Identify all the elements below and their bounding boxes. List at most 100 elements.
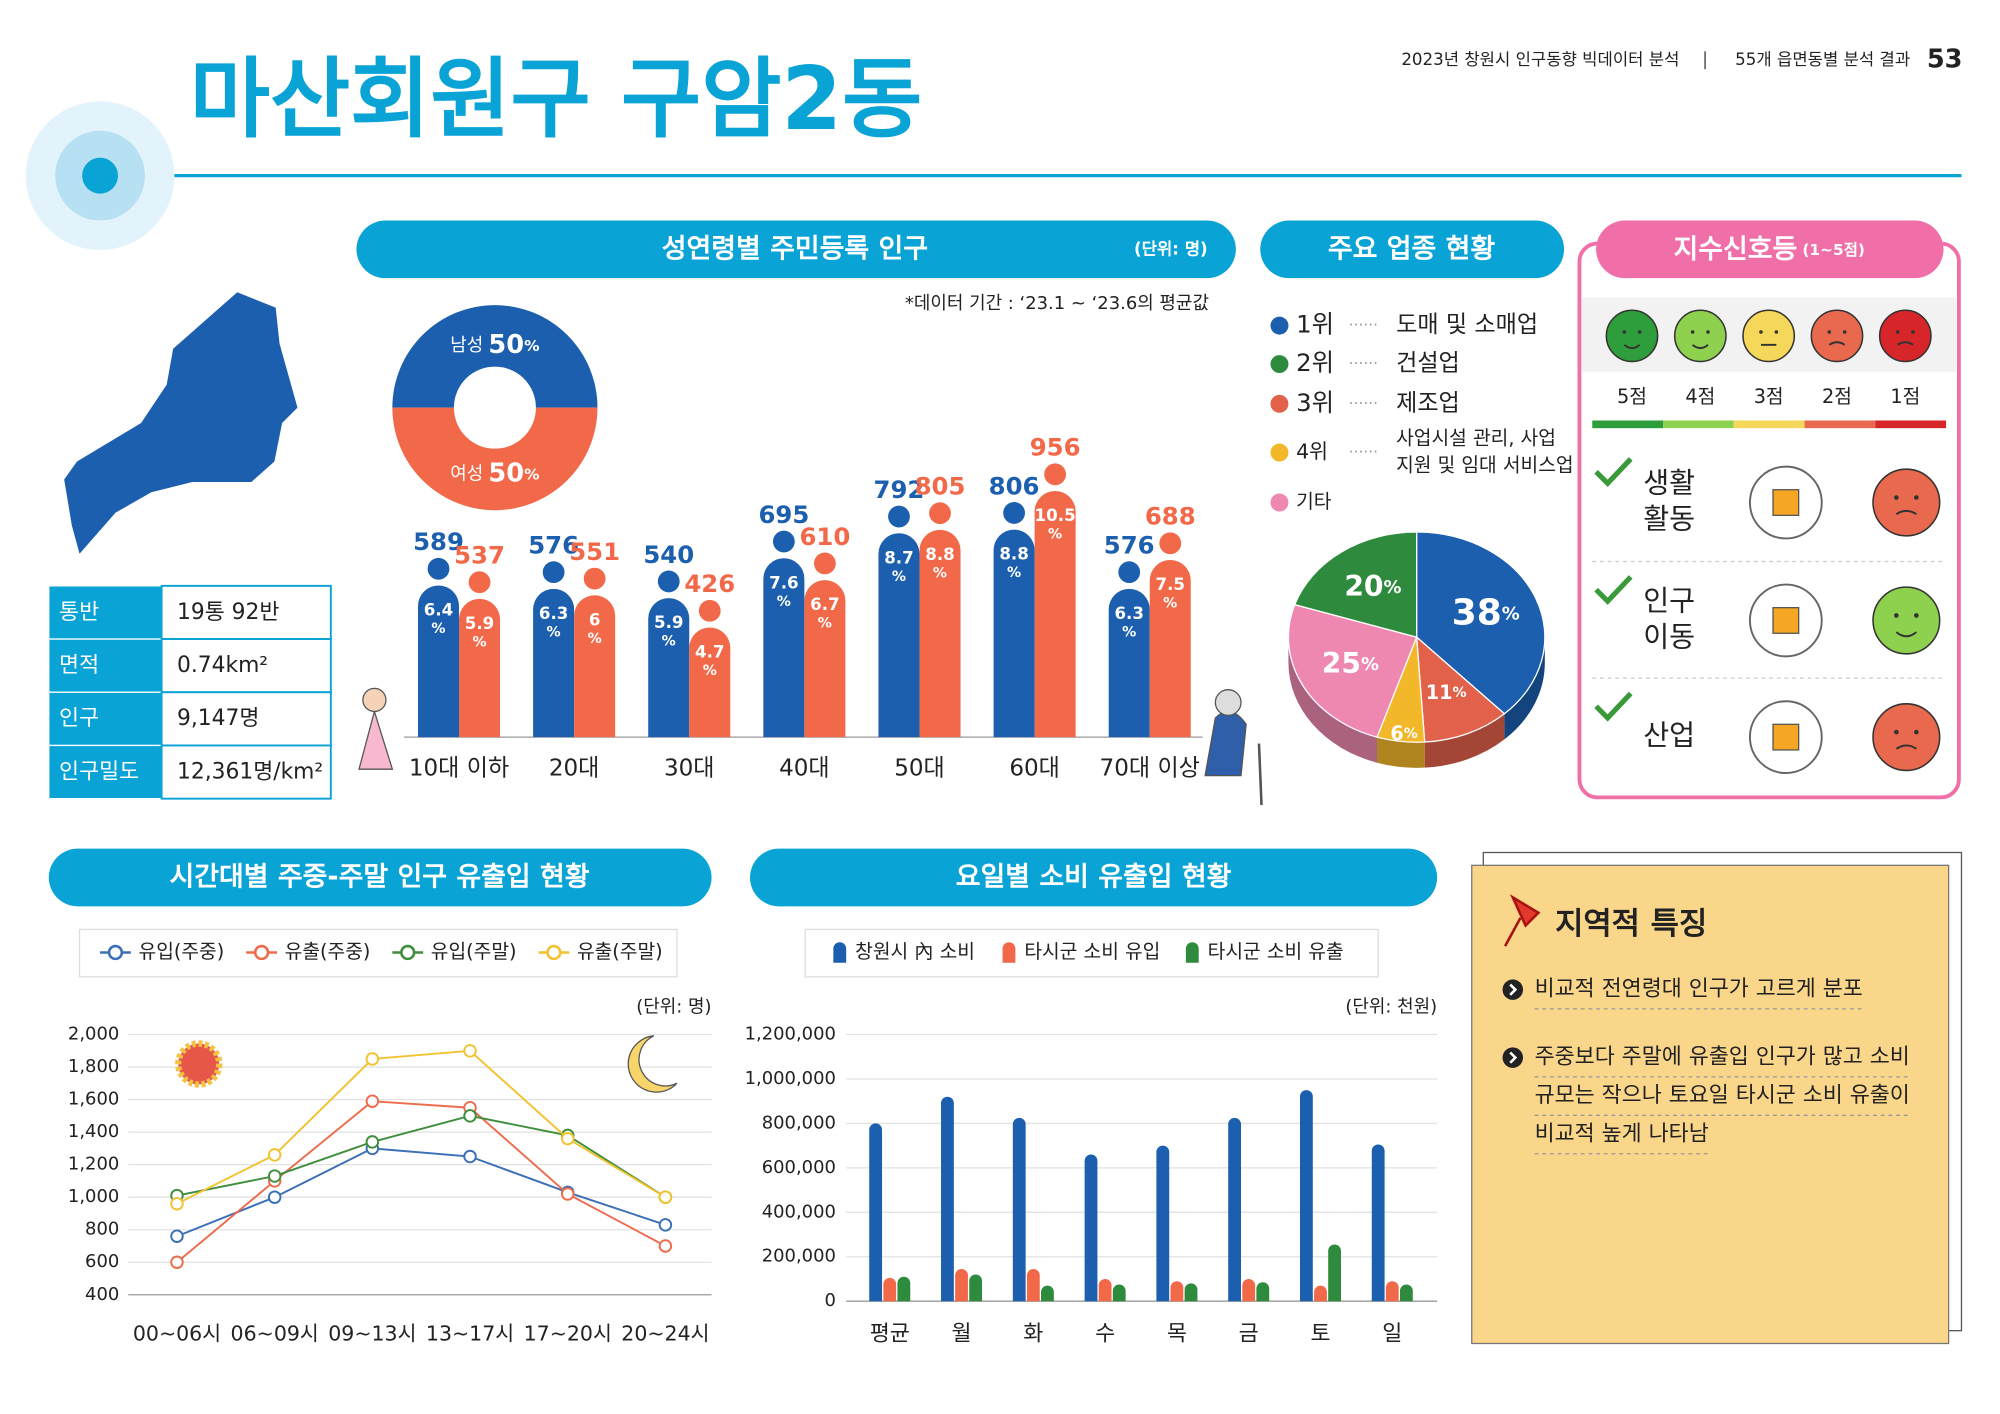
y-tick-label: 400,000	[762, 1201, 836, 1222]
face-eye	[1622, 330, 1627, 334]
face-eye	[1894, 729, 1899, 735]
percent-label: 6.7	[810, 595, 840, 614]
level-label: 5점	[1617, 385, 1647, 408]
value-label: 610	[799, 522, 850, 551]
bar	[941, 1096, 954, 1302]
bar	[459, 598, 501, 738]
face-eye	[1894, 613, 1899, 618]
face-eye	[1759, 330, 1763, 334]
face-eye	[1914, 729, 1919, 735]
x-tick-label: 30대	[664, 756, 715, 782]
bar	[869, 1123, 883, 1302]
pie-slice-side	[1504, 637, 1545, 740]
value-label: 806	[989, 471, 1040, 500]
bar	[969, 1274, 983, 1302]
bar	[1026, 1268, 1040, 1302]
pie-slice-side	[1424, 713, 1505, 768]
percent-label: 7.6	[769, 573, 799, 592]
unit-note: (단위: 명)	[636, 997, 711, 1018]
percent-label: 8.7	[884, 548, 914, 567]
bar	[955, 1268, 968, 1302]
score-face	[1872, 703, 1941, 772]
percent-unit: %	[703, 663, 717, 679]
row-icon-part	[1772, 723, 1800, 751]
bar-head	[542, 561, 565, 584]
face-mouth	[1897, 341, 1914, 346]
level-face	[1878, 309, 1932, 363]
score-face	[1872, 586, 1941, 655]
legend-name: 제조업	[1396, 390, 1460, 416]
table-key: 면적	[59, 653, 99, 678]
bar	[1170, 1281, 1184, 1302]
check-icon	[1594, 457, 1633, 487]
percent-unit: %	[818, 616, 832, 632]
bar	[689, 627, 731, 738]
pie-slice	[1293, 531, 1418, 638]
map-silhouette	[64, 292, 298, 554]
legend-label: 유입(주말)	[431, 940, 517, 963]
pie-label: 38%	[1452, 593, 1520, 634]
point	[365, 1052, 380, 1066]
cane	[1257, 743, 1263, 806]
level-face	[1810, 309, 1864, 363]
legend-label: 타시군 소비 유출	[1208, 940, 1344, 963]
y-tick-label: 0	[824, 1290, 835, 1311]
bar	[1112, 1284, 1126, 1302]
value-label: 576	[1104, 531, 1155, 560]
legend-box	[804, 928, 1379, 978]
face-eye	[1911, 330, 1915, 334]
x-tick-label: 09~13시	[328, 1322, 416, 1346]
bar	[1098, 1278, 1112, 1302]
bar-head	[772, 530, 795, 553]
donut-unit: %	[524, 465, 539, 483]
donut-value: 50	[488, 330, 524, 360]
legend-dot	[1270, 443, 1289, 462]
y-tick-label: 200,000	[762, 1246, 836, 1267]
feature-text: 규모는 작으나 토요일 타시군 소비 유출이	[1535, 1083, 1910, 1108]
legend-name: 지원 및 임대 서비스업	[1396, 453, 1573, 476]
pin-icon	[1503, 894, 1541, 947]
legend-label: 유출(주말)	[577, 940, 663, 963]
legend-dot	[1270, 394, 1289, 413]
bar-head	[1118, 561, 1141, 584]
percent-label: 7.5	[1155, 575, 1185, 594]
face-eye	[1895, 330, 1900, 334]
row-label: 인구	[1643, 585, 1695, 618]
unit-note: (단위: 명)	[1134, 239, 1208, 258]
bar	[1156, 1145, 1170, 1302]
bar	[878, 533, 920, 738]
face-eye	[1637, 330, 1642, 334]
face-eye	[1894, 495, 1899, 500]
table-value: 9,147명	[177, 706, 259, 731]
girl-head	[362, 687, 387, 713]
face-mouth	[1623, 344, 1641, 350]
value-label: 576	[528, 531, 579, 560]
x-tick-label: 금	[1239, 1322, 1259, 1347]
legend-rank: 3위	[1296, 388, 1334, 417]
pie-value: 11	[1426, 681, 1453, 704]
percent-unit: %	[431, 621, 445, 637]
face-eye	[1842, 330, 1847, 334]
bar-head	[1159, 532, 1182, 555]
bar	[919, 529, 961, 738]
legend-dot	[1270, 493, 1289, 512]
percent-label: 8.8	[925, 545, 955, 564]
bar	[993, 529, 1035, 738]
legend-marker	[253, 944, 270, 961]
x-tick-label: 40대	[779, 756, 830, 782]
bar-head	[1044, 463, 1067, 486]
y-tick-label: 2,000	[68, 1024, 119, 1045]
legend-name: 도매 및 소매업	[1396, 312, 1538, 338]
bar-head	[698, 599, 721, 622]
level-face	[1605, 309, 1659, 363]
donut-half	[392, 407, 598, 511]
x-tick-label: 20대	[549, 756, 600, 782]
value-label: 589	[413, 527, 464, 556]
y-tick-label: 800	[85, 1219, 119, 1240]
bar-head	[583, 567, 606, 590]
value-label: 537	[454, 541, 505, 570]
bullet-chevron	[1509, 983, 1518, 996]
donut-name: 남성	[450, 335, 483, 356]
row-icon-part	[1772, 489, 1800, 516]
pie-label: 25%	[1322, 647, 1379, 680]
